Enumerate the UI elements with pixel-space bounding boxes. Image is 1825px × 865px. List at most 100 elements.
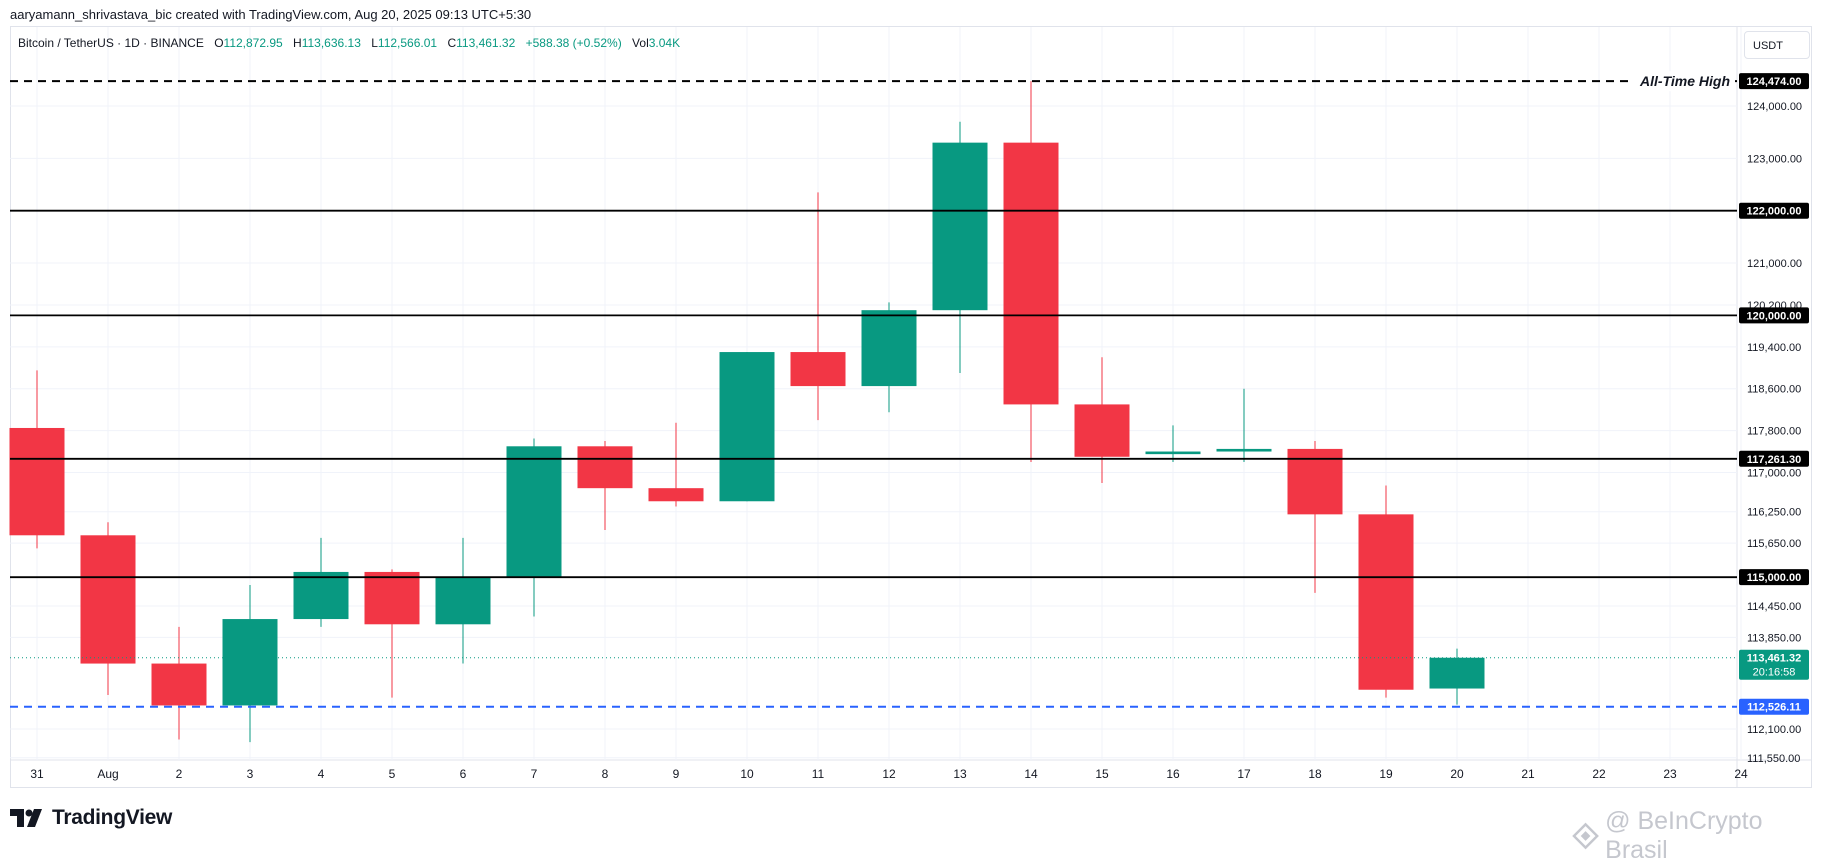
watermark-diamond-icon xyxy=(1572,822,1599,850)
x-tick-label: 19 xyxy=(1379,767,1393,781)
level-badge xyxy=(1739,698,1809,715)
candle xyxy=(577,441,633,531)
candle-body xyxy=(9,427,65,536)
y-tick-label: 115,650.00 xyxy=(1747,538,1801,550)
high-value: 113,636.13 xyxy=(301,36,361,50)
candle-body xyxy=(1429,657,1485,689)
level-badge xyxy=(1739,202,1809,219)
x-tick-label: 13 xyxy=(953,767,967,781)
candle xyxy=(1287,441,1343,593)
low-value: 112,566.01 xyxy=(377,36,438,50)
x-tick-label: 21 xyxy=(1521,767,1535,781)
x-tick-label: 31 xyxy=(30,767,44,781)
x-tick-label: 10 xyxy=(740,767,754,781)
chart-credit: aaryamann_shrivastava_bic created with T… xyxy=(10,7,532,22)
x-tick-label: 2 xyxy=(176,767,183,781)
y-tick-label: 118,600.00 xyxy=(1747,384,1801,396)
level-badge xyxy=(1739,569,1809,586)
change-value: +588.38 (+0.52%) xyxy=(525,36,622,50)
symbol-label[interactable]: Bitcoin / TetherUS · 1D · BINANCE xyxy=(18,36,204,50)
x-tick-label: 14 xyxy=(1024,767,1038,781)
all-time-high-annotation: All-Time High xyxy=(1639,73,1730,89)
x-tick-label: 22 xyxy=(1592,767,1606,781)
candles xyxy=(9,81,1485,743)
candle-body xyxy=(1358,514,1414,690)
candle xyxy=(1358,485,1414,698)
x-tick-label: 8 xyxy=(602,767,609,781)
candle-body xyxy=(861,310,917,387)
x-axis: 31 Aug 2 3 4 5 6 7 8 9 10 11 12 13 14 15 16 17 18 19 20 21 22 2… xyxy=(30,767,1748,781)
tradingview-logo[interactable]: TradingView xyxy=(10,806,172,830)
x-tick-label: 5 xyxy=(389,767,396,781)
watermark-text: @ BeInCrypto Brasil xyxy=(1605,807,1763,864)
candle xyxy=(861,302,917,413)
volume-value: 3.04K xyxy=(648,36,681,50)
level-badge-label: 124,474.00 xyxy=(1746,76,1801,88)
price-badges: 124,474.00 122,000.00 120,000.00 117,261.30… xyxy=(1739,73,1809,715)
x-tick-label: Aug xyxy=(97,767,118,781)
tradingview-logo-text: TradingView xyxy=(52,806,173,829)
close-label: C xyxy=(447,36,457,50)
candle-body xyxy=(932,142,988,311)
x-tick-label: 7 xyxy=(531,767,538,781)
candle-body xyxy=(1216,448,1272,452)
last-price-badge xyxy=(1739,649,1809,680)
x-tick-label: 15 xyxy=(1095,767,1109,781)
candle xyxy=(293,537,349,627)
x-tick-label: 16 xyxy=(1166,767,1180,781)
level-badge-label: 120,000.00 xyxy=(1746,310,1801,322)
low-label: L xyxy=(371,36,378,50)
candle-body xyxy=(577,446,633,489)
candle xyxy=(435,537,491,664)
x-tick-label: 4 xyxy=(318,767,325,781)
y-tick-label: 117,800.00 xyxy=(1747,426,1801,438)
last-price-label: 113,461.32 xyxy=(1747,653,1801,665)
symbol-legend: Bitcoin / TetherUS · 1D · BINANCE O112,8… xyxy=(18,36,680,50)
level-badge-label: 117,261.30 xyxy=(1747,454,1801,466)
level-badge-label: 115,000.00 xyxy=(1747,572,1801,584)
open-label: O xyxy=(214,36,224,50)
candle xyxy=(506,438,562,617)
level-badge-label: 112,526.11 xyxy=(1747,702,1801,714)
y-tick-label: 119,400.00 xyxy=(1747,342,1801,354)
close-value: 113,461.32 xyxy=(456,36,516,50)
candle-body xyxy=(435,577,491,625)
candle xyxy=(9,370,65,549)
grid-layer xyxy=(10,27,1812,788)
candle-body xyxy=(790,352,846,387)
candle-body xyxy=(1145,451,1201,455)
x-tick-label: 9 xyxy=(673,767,680,781)
candle xyxy=(719,352,775,502)
candle-body xyxy=(151,663,207,706)
level-badge xyxy=(1739,73,1809,90)
level-badge xyxy=(1739,450,1809,467)
level-badge-label: 122,000.00 xyxy=(1746,206,1801,218)
candle xyxy=(80,522,136,695)
candle xyxy=(790,192,846,421)
tradingview-logo-icon xyxy=(10,809,42,827)
candle xyxy=(932,121,988,373)
candle-body xyxy=(364,571,420,625)
y-tick-label: 121,000.00 xyxy=(1747,258,1802,270)
y-tick-label: 117,000.00 xyxy=(1747,467,1801,479)
countdown-label: 20:16:58 xyxy=(1753,667,1796,679)
x-tick-label: 12 xyxy=(882,767,896,781)
candle xyxy=(364,569,420,698)
candle xyxy=(1074,357,1130,483)
open-value: 112,872.95 xyxy=(223,36,283,50)
candle-body xyxy=(1074,404,1130,457)
candle-body xyxy=(293,571,349,620)
candle-body xyxy=(506,446,562,578)
high-label: H xyxy=(293,36,302,50)
candle-body xyxy=(648,488,704,502)
candle xyxy=(648,422,704,507)
candle xyxy=(151,626,207,740)
x-tick-label: 17 xyxy=(1237,767,1251,781)
candle xyxy=(1429,648,1485,705)
x-tick-label: 11 xyxy=(812,767,825,781)
candle-body xyxy=(80,535,136,664)
horizontal-levels: All-Time High xyxy=(10,71,1737,708)
currency-button[interactable]: USDT xyxy=(1744,31,1810,59)
y-tick-label: 112,100.00 xyxy=(1747,724,1801,736)
